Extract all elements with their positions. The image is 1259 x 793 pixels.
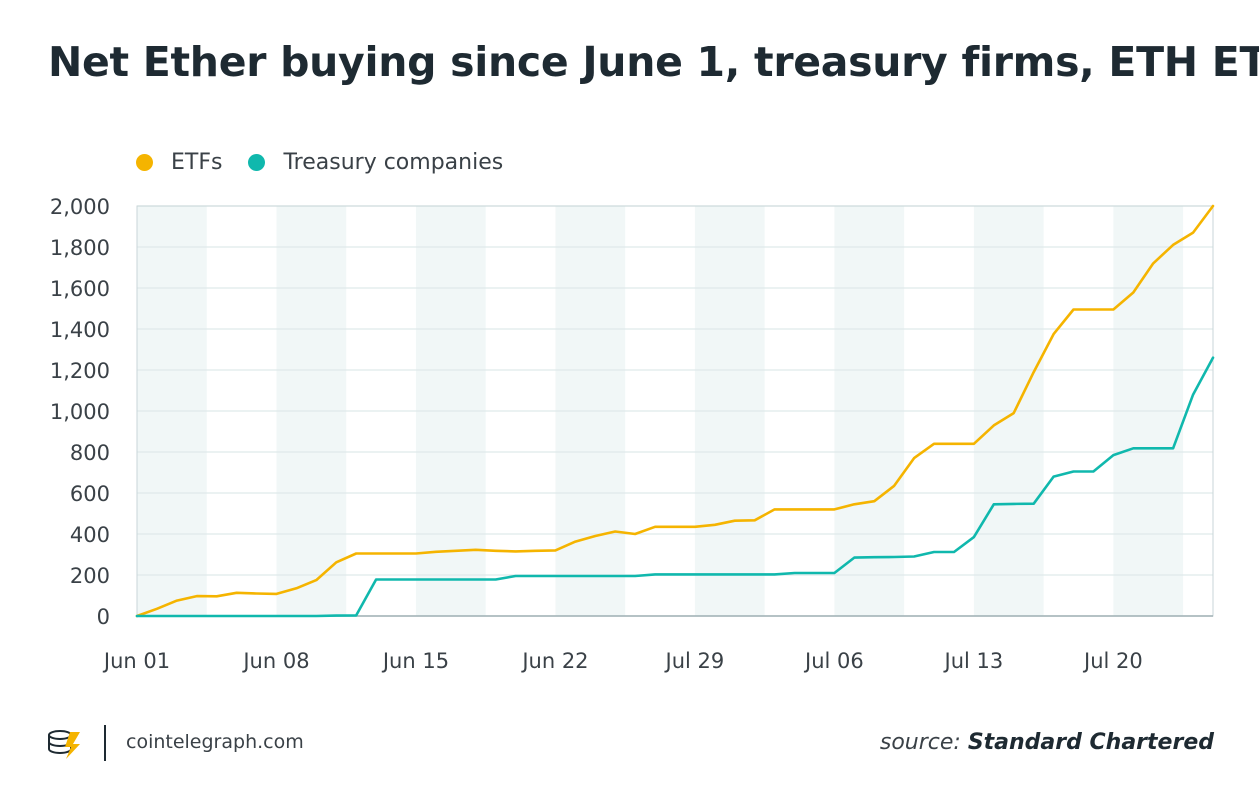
legend-dot-etfs [136, 154, 153, 171]
x-tick-label-2: Jun 15 [381, 649, 449, 673]
y-tick-label-1200: 1,200 [50, 359, 110, 383]
legend: ETFs Treasury companies [136, 150, 529, 175]
legend-label-treasury: Treasury companies [283, 150, 504, 175]
source-prefix: source: [879, 730, 961, 755]
y-tick-label-0: 0 [97, 605, 110, 629]
legend-item-treasury: Treasury companies [248, 150, 503, 175]
series-line-etfs [135, 204, 1215, 618]
y-tick-label-1600: 1,600 [50, 277, 110, 301]
y-tick-label-2000: 2,000 [50, 195, 110, 219]
source-credit: source: Standard Chartered [880, 730, 1214, 755]
y-tick-label-800: 800 [70, 441, 110, 465]
legend-dot-treasury [248, 154, 266, 171]
x-tick-label-7: Jul 20 [1082, 649, 1143, 673]
cointelegraph-logo-icon [48, 730, 80, 759]
x-tick-label-3: Jun 22 [520, 649, 588, 673]
y-tick-label-1400: 1,400 [50, 318, 110, 342]
series-line-treasury [135, 356, 1215, 618]
x-tick-label-0: Jun 01 [102, 649, 170, 673]
footer-site[interactable]: cointelegraph.com [126, 731, 304, 753]
y-tick-label-600: 600 [70, 482, 110, 506]
legend-item-etfs: ETFs [136, 150, 222, 175]
line-chart: 0 200 400 600 800 1,000 1,200 1,400 1,600 1,800 2,… [50, 195, 1215, 673]
y-tick-label-1000: 1,000 [50, 400, 110, 424]
footer-divider [104, 725, 106, 761]
y-tick-label-400: 400 [70, 523, 110, 547]
legend-label-etfs: ETFs [171, 150, 223, 175]
x-tick-label-1: Jun 08 [241, 649, 309, 673]
x-tick-label-5: Jul 06 [803, 649, 864, 673]
y-tick-label-1800: 1,800 [50, 236, 110, 260]
x-tick-label-4: Jul 29 [664, 649, 725, 673]
source-name: Standard Chartered [967, 730, 1214, 755]
x-tick-label-6: Jul 13 [943, 649, 1004, 673]
y-tick-label-200: 200 [70, 564, 110, 588]
chart-title: Net Ether buying since June 1, treasury … [48, 38, 1259, 86]
